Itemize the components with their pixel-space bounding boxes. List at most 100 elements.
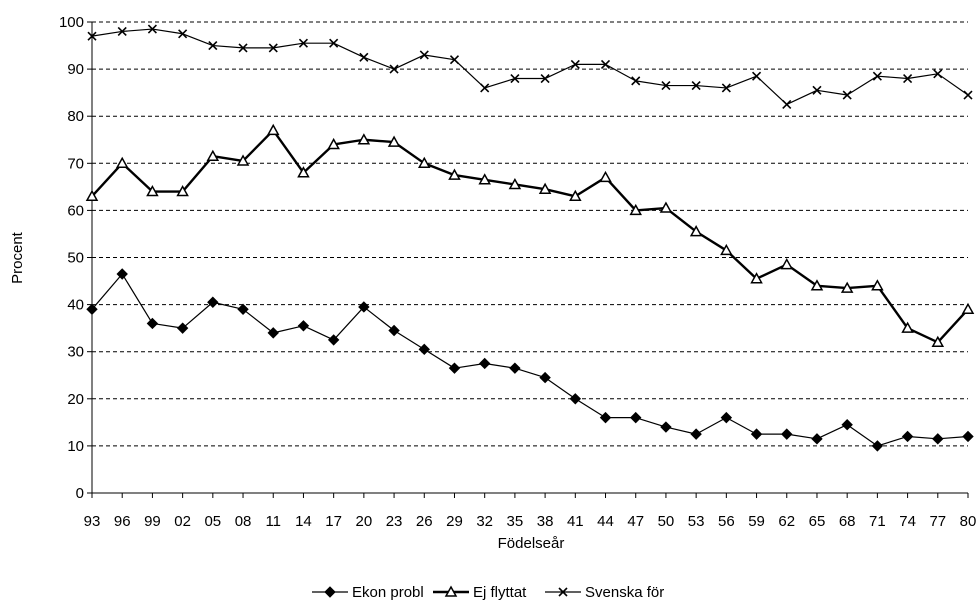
data-point-x [963, 90, 973, 100]
series-line [91, 273, 969, 447]
data-point-x [631, 76, 641, 86]
x-axis-ticks: 93 96 99 02 05 08 11 14 17 20 23 26 29 32 35 38 41 44 47 50… [84, 493, 977, 530]
data-point-diamond [324, 586, 336, 598]
data-point-x [510, 73, 520, 84]
data-point-triangle [508, 177, 522, 190]
gridlines [92, 21, 968, 447]
data-point-diamond [418, 343, 430, 356]
x-marker-stroke [842, 90, 852, 100]
x-marker-stroke [570, 59, 580, 69]
x-tick-label: 23 [386, 513, 403, 530]
data-point-x [721, 83, 731, 93]
data-point-triangle [85, 189, 99, 202]
x-marker-stroke [117, 26, 127, 36]
data-point-x [268, 43, 278, 53]
data-point-x [782, 99, 792, 109]
x-tick-label: 59 [748, 513, 765, 530]
data-point-triangle [115, 156, 129, 169]
x-tick-label: 08 [235, 513, 252, 530]
y-tick-label: 50 [67, 250, 84, 267]
data-point-diamond [207, 296, 219, 308]
data-point-x [558, 587, 568, 597]
data-point-triangle [810, 279, 824, 291]
data-point-x [751, 71, 762, 81]
x-marker-stroke [238, 43, 248, 53]
data-point-diamond [599, 411, 612, 424]
x-tick-label: 47 [627, 513, 644, 530]
data-point-x [570, 59, 580, 69]
x-tick-label: 41 [567, 513, 584, 530]
data-point-triangle [357, 133, 371, 145]
data-point-x [87, 31, 97, 41]
data-point-diamond [478, 357, 491, 370]
x-marker-stroke [812, 85, 822, 95]
x-marker-stroke [329, 38, 339, 48]
legend-label: Ekon probl [352, 584, 424, 601]
data-point-diamond [901, 430, 914, 443]
data-point-triangle [146, 185, 159, 197]
data-point-diamond [932, 433, 944, 445]
data-point-triangle [901, 321, 914, 333]
series-ekon-probl [86, 268, 974, 452]
data-point-triangle [931, 335, 945, 348]
x-tick-label: 56 [718, 513, 735, 530]
data-point-x [238, 43, 248, 53]
x-tick-label: 02 [174, 513, 191, 530]
legend-item: Ej flyttat [433, 584, 527, 601]
data-point-triangle [266, 123, 280, 136]
data-point-x [147, 24, 157, 34]
x-tick-label: 71 [869, 513, 886, 530]
x-marker-stroke [782, 99, 792, 109]
y-tick-label: 0 [76, 485, 84, 502]
x-tick-label: 77 [929, 513, 946, 530]
series-line [91, 129, 969, 344]
data-point-triangle [297, 166, 310, 178]
x-marker-stroke [933, 69, 943, 79]
x-tick-label: 99 [144, 513, 161, 530]
x-tick-label: 80 [960, 513, 977, 530]
y-axis-ticks: 0 10 20 30 40 50 60 70 80 90 100 [59, 14, 92, 502]
x-marker-stroke [298, 38, 309, 48]
x-tick-label: 05 [204, 513, 221, 530]
x-marker-stroke [449, 55, 460, 65]
data-point-diamond [388, 324, 400, 337]
data-point-x [903, 73, 913, 84]
x-marker-stroke [661, 81, 671, 91]
x-tick-label: 17 [325, 513, 342, 530]
series-line [91, 28, 969, 106]
data-point-diamond [176, 322, 189, 334]
y-tick-label: 100 [59, 14, 84, 31]
x-marker-stroke [631, 76, 641, 86]
data-point-x [449, 55, 460, 65]
legend-label: Svenska för [585, 584, 664, 601]
data-point-triangle [720, 243, 733, 256]
x-tick-label: 14 [295, 513, 312, 530]
x-marker-stroke [87, 31, 97, 41]
x-marker-stroke [558, 587, 568, 597]
x-marker-stroke [389, 64, 399, 74]
data-point-diamond [962, 430, 974, 443]
data-point-diamond [358, 301, 370, 313]
data-point-diamond [630, 411, 642, 424]
data-point-x [872, 71, 882, 81]
data-point-diamond [297, 320, 310, 332]
x-marker-stroke [600, 59, 611, 69]
data-point-x [178, 29, 188, 39]
data-point-diamond [660, 421, 672, 433]
x-tick-label: 32 [476, 513, 493, 530]
data-point-triangle [206, 149, 220, 161]
data-point-triangle [780, 258, 794, 270]
legend: Ekon probl Ej flyttat Svenska för [312, 584, 664, 601]
x-tick-label: 35 [507, 513, 524, 530]
data-point-x [208, 40, 218, 51]
x-marker-stroke [480, 83, 490, 93]
data-point-triangle [659, 201, 673, 213]
x-marker-stroke [691, 81, 701, 91]
data-point-triangle [629, 203, 642, 216]
data-point-diamond [237, 303, 249, 316]
x-marker-stroke [872, 71, 882, 81]
y-tick-label: 20 [67, 391, 84, 408]
data-point-diamond [781, 428, 793, 440]
data-point-diamond [569, 393, 582, 405]
data-point-diamond [690, 428, 702, 440]
